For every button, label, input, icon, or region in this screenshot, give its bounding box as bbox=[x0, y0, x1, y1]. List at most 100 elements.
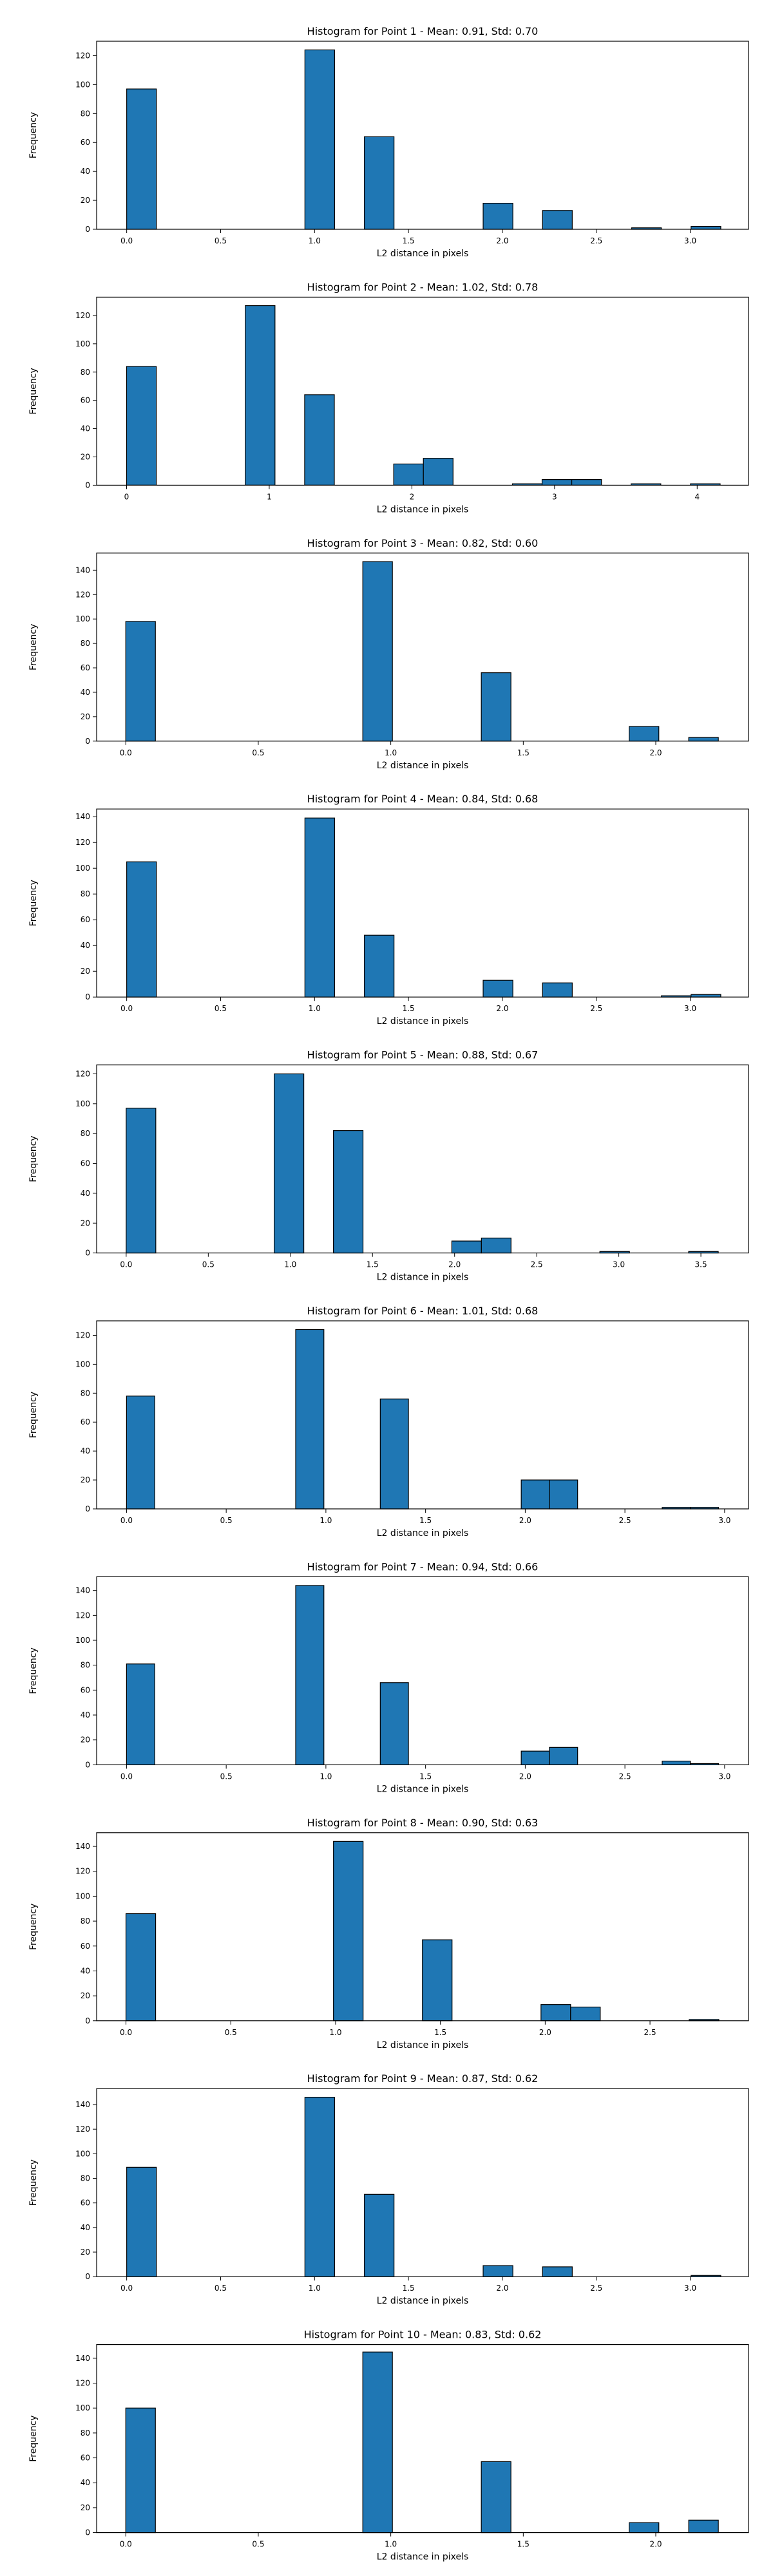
histogram-bar bbox=[422, 1939, 453, 2022]
y-tick-label: 60 bbox=[81, 1685, 90, 1694]
y-tick-label: 20 bbox=[81, 2503, 90, 2512]
bars-group bbox=[126, 1073, 719, 1254]
x-tick-label: 0.0 bbox=[120, 748, 132, 757]
histogram-bar bbox=[304, 49, 336, 230]
y-tick-label: 40 bbox=[81, 2223, 90, 2232]
x-tick-label: 3 bbox=[552, 492, 557, 501]
histogram-bar bbox=[126, 366, 157, 486]
histogram-bar bbox=[295, 1585, 325, 1765]
y-tick-label: 80 bbox=[81, 1661, 90, 1670]
y-tick-label: 80 bbox=[81, 109, 90, 118]
histogram-bar bbox=[570, 2006, 601, 2022]
x-tick-label: 1.0 bbox=[385, 748, 397, 757]
histogram-bar bbox=[688, 737, 719, 742]
x-tick-label: 2.0 bbox=[496, 2284, 508, 2293]
x-axis-label: L2 distance in pixels bbox=[377, 2552, 469, 2562]
x-tick-label: 2.5 bbox=[590, 236, 602, 245]
y-tick-label: 140 bbox=[75, 2100, 90, 2109]
y-tick-label: 120 bbox=[75, 51, 90, 60]
y-tick-label: 100 bbox=[75, 2149, 90, 2158]
y-axis-label: Frequency bbox=[28, 2159, 39, 2206]
histogram-panel-4: 0.0 0.5 1.0 1.5 2.0 2.5 3.0 0 20 40 60 80 100 120 140 H… bbox=[28, 793, 749, 1027]
x-tick-label: 0.5 bbox=[202, 1260, 215, 1269]
x-tick-label: 2.0 bbox=[448, 1260, 461, 1269]
histogram-bar bbox=[379, 1398, 409, 1510]
x-tick-label: 1 bbox=[267, 492, 272, 501]
x-tick-label: 1.5 bbox=[419, 1772, 432, 1781]
histogram-bar bbox=[482, 202, 513, 230]
x-tick-label: 2.0 bbox=[649, 748, 662, 757]
chart-title: Histogram for Point 8 - Mean: 0.90, Std:… bbox=[307, 1817, 539, 1829]
chart-title: Histogram for Point 5 - Mean: 0.88, Std:… bbox=[307, 1049, 539, 1061]
y-tick-label: 140 bbox=[75, 1586, 90, 1595]
y-tick-label: 0 bbox=[85, 1760, 90, 1769]
x-tick-label: 0.0 bbox=[120, 1004, 133, 1013]
histogram-bar bbox=[481, 1237, 511, 1254]
histogram-bar bbox=[126, 88, 157, 230]
axes-frame bbox=[96, 1832, 749, 2022]
x-tick-label: 0.0 bbox=[120, 2284, 133, 2293]
x-axis-label: L2 distance in pixels bbox=[377, 761, 469, 771]
axes-frame bbox=[96, 296, 749, 486]
bars-group bbox=[126, 817, 721, 998]
x-tick-label: 3.0 bbox=[613, 1260, 625, 1269]
axes-frame bbox=[96, 2088, 749, 2277]
bars-group bbox=[125, 1841, 720, 2022]
histogram-bar bbox=[304, 394, 335, 486]
y-tick-label: 40 bbox=[81, 1446, 90, 1455]
y-tick-label: 0 bbox=[85, 992, 90, 1001]
histogram-bar bbox=[481, 672, 511, 742]
x-tick-label: 2.0 bbox=[496, 236, 508, 245]
x-tick-label: 1.5 bbox=[517, 748, 530, 757]
x-axis-label: L2 distance in pixels bbox=[377, 1528, 469, 1539]
y-tick-label: 120 bbox=[75, 1867, 90, 1876]
y-tick-label: 0 bbox=[85, 2016, 90, 2025]
x-tick-label: 3.5 bbox=[695, 1260, 707, 1269]
y-tick-label: 100 bbox=[75, 339, 90, 348]
axes-frame bbox=[96, 808, 749, 998]
histogram-bar bbox=[126, 2166, 157, 2277]
histogram-bar bbox=[451, 1240, 482, 1254]
histogram-bar bbox=[125, 621, 156, 742]
y-tick-label: 0 bbox=[85, 1249, 90, 1258]
histogram-bar bbox=[423, 458, 453, 486]
y-tick-label: 100 bbox=[75, 1891, 90, 1900]
y-tick-label: 40 bbox=[81, 2478, 90, 2487]
x-tick-label: 1.0 bbox=[329, 2028, 341, 2037]
histogram-bar bbox=[362, 2351, 393, 2533]
histogram-bar bbox=[549, 1747, 578, 1766]
axes-frame bbox=[96, 553, 749, 742]
x-tick-label: 0 bbox=[124, 492, 129, 501]
x-tick-label: 3.0 bbox=[718, 1772, 730, 1781]
x-tick-label: 0.5 bbox=[215, 236, 227, 245]
y-tick-label: 100 bbox=[75, 614, 90, 623]
histogram-panel-6: 0.0 0.5 1.0 1.5 2.0 2.5 3.0 0 20 40 60 80 100 120 Hist… bbox=[28, 1305, 749, 1539]
histogram-bar bbox=[520, 1750, 550, 1765]
x-tick-label: 1.0 bbox=[309, 236, 321, 245]
histogram-bar bbox=[540, 2004, 571, 2022]
y-tick-label: 0 bbox=[85, 737, 90, 746]
y-tick-label: 40 bbox=[81, 688, 90, 697]
histogram-bar bbox=[481, 2461, 511, 2533]
histogram-panel-5: 0.0 0.5 1.0 1.5 2.0 2.5 3.0 3.5 0 20 40 60 80 100 120 H… bbox=[28, 1049, 749, 1283]
x-tick-label: 2.5 bbox=[644, 2028, 656, 2037]
y-tick-label: 100 bbox=[75, 1359, 90, 1368]
histogram-bar bbox=[482, 2265, 513, 2277]
bars-group bbox=[126, 1585, 720, 1766]
y-tick-label: 120 bbox=[75, 2379, 90, 2388]
x-tick-label: 0.0 bbox=[120, 2540, 132, 2549]
histogram-bar bbox=[304, 2096, 336, 2277]
y-axis-label: Frequency bbox=[28, 368, 39, 414]
y-tick-label: 140 bbox=[75, 565, 90, 574]
y-tick-label: 20 bbox=[81, 1991, 90, 2000]
y-tick-label: 20 bbox=[81, 1736, 90, 1745]
histogram-bar bbox=[274, 1073, 305, 1254]
y-tick-label: 80 bbox=[81, 1917, 90, 1926]
x-tick-label: 0.0 bbox=[120, 236, 133, 245]
y-tick-label: 20 bbox=[81, 2248, 90, 2257]
x-axis-label: L2 distance in pixels bbox=[377, 1016, 469, 1027]
chart-title: Histogram for Point 1 - Mean: 0.91, Std:… bbox=[307, 25, 539, 37]
x-tick-label: 1.5 bbox=[403, 2284, 415, 2293]
y-tick-label: 80 bbox=[81, 2429, 90, 2438]
